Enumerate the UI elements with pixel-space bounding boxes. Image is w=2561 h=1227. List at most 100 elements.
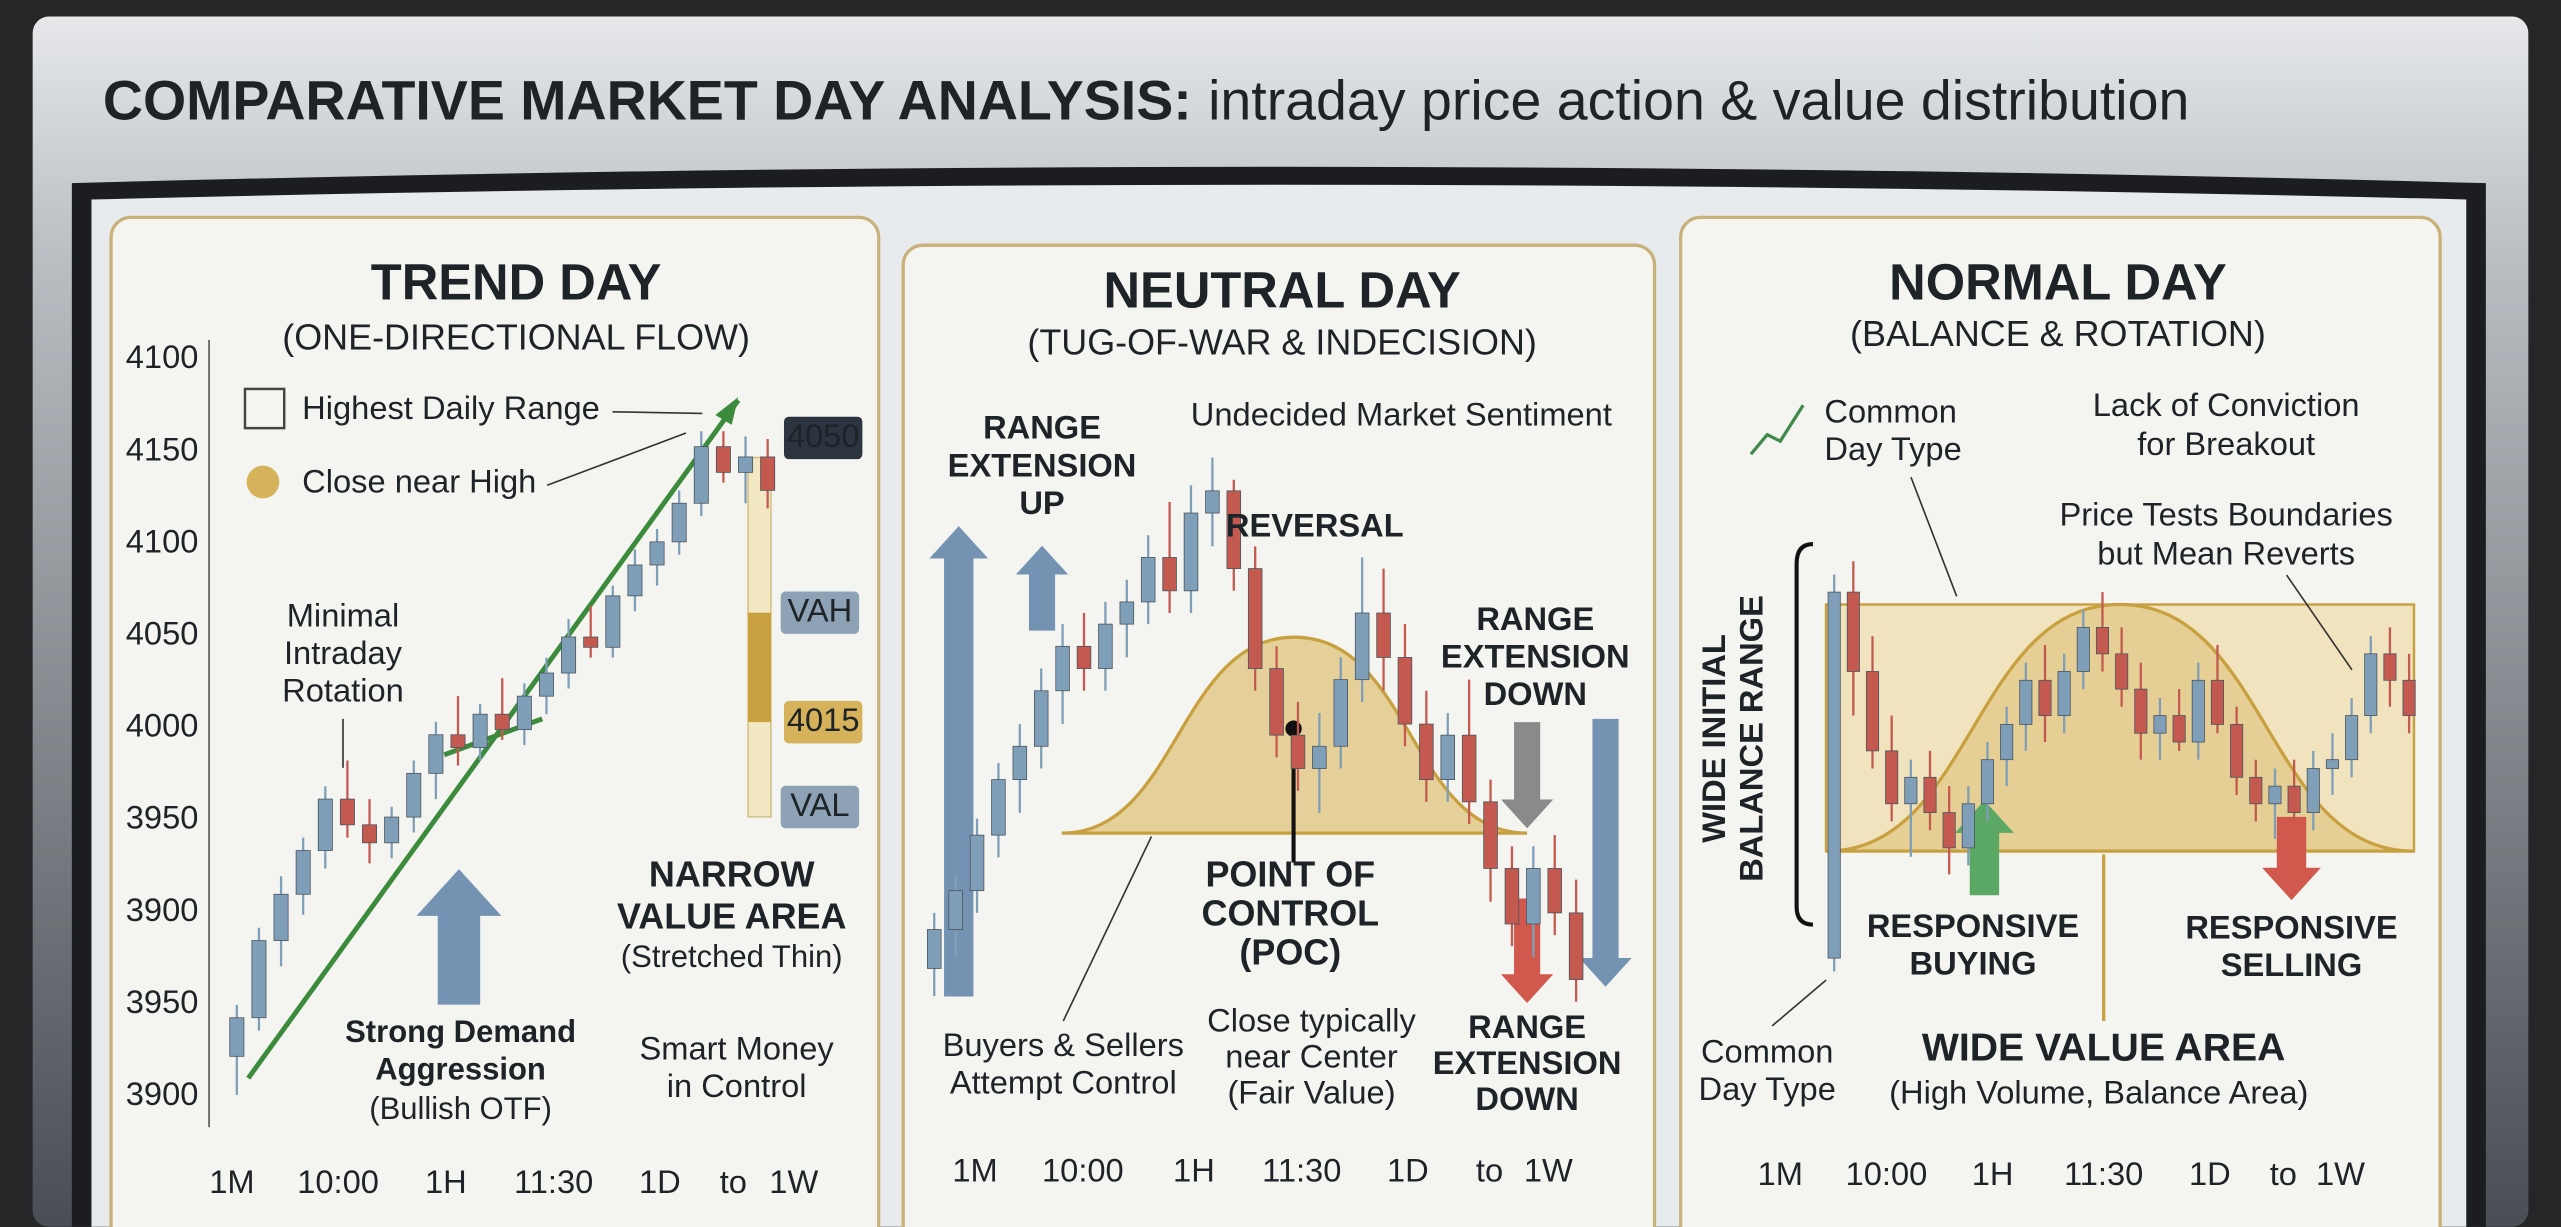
annotation-line: Day Type <box>1824 430 1961 467</box>
x-axis-label: 1D <box>1387 1152 1429 1189</box>
y-axis-label: 3950 <box>126 799 199 836</box>
candle-body <box>296 851 310 895</box>
annotation-line: Lack of Conviction <box>2093 386 2360 423</box>
x-axis-label: 11:30 <box>1262 1152 1341 1189</box>
candle-body <box>1013 746 1027 779</box>
annotation-line: Close near High <box>302 462 536 499</box>
candle-body <box>451 735 465 748</box>
candle-body <box>407 773 421 817</box>
annotation: REVERSAL <box>1226 506 1404 543</box>
candle-body <box>2345 716 2357 760</box>
candle-body <box>517 696 531 729</box>
annotation-line: WIDE INITIAL <box>1694 634 1731 843</box>
candle-body <box>473 714 487 747</box>
candle-body <box>1377 613 1391 657</box>
annotation: Undecided Market Sentiment <box>1191 395 1612 432</box>
x-axis-label: 1D <box>2189 1155 2231 1192</box>
candle-body <box>949 891 963 930</box>
annotation-line: RESPONSIVE <box>1867 907 2079 944</box>
annotation-line: EXTENSION <box>1441 637 1630 674</box>
candle-body <box>2039 680 2051 715</box>
annotation-line: Attempt Control <box>950 1063 1177 1100</box>
candle-body <box>1505 868 1519 924</box>
candle-body <box>970 835 984 891</box>
candle-body <box>1120 602 1134 624</box>
y-axis-label: 3900 <box>126 891 199 928</box>
x-axis-label: 1H <box>425 1163 467 1200</box>
annotation-line: Common <box>1701 1032 1833 1069</box>
panel-subtitle: (BALANCE & ROTATION) <box>1850 313 2266 354</box>
y-axis-label: 4000 <box>126 707 199 744</box>
candle-body <box>1313 746 1327 768</box>
x-axis-label: to <box>1476 1152 1503 1189</box>
candle-body <box>1943 813 1955 848</box>
annotation: VAH <box>788 591 853 628</box>
annotation-line: Rotation <box>282 671 404 708</box>
candle-body <box>2020 680 2032 724</box>
annotation-line: 4050 <box>787 417 860 454</box>
x-axis-label: 1M <box>1758 1155 1803 1192</box>
annotation-line: RESPONSIVE <box>2185 908 2397 945</box>
x-axis-label: 1M <box>952 1152 997 1189</box>
candle-body <box>2403 680 2415 715</box>
annotation-line: (High Volume, Balance Area) <box>1889 1073 2308 1110</box>
x-axis-label: 11:30 <box>2064 1155 2143 1192</box>
x-axis-label: 10:00 <box>297 1163 379 1200</box>
x-axis-label: 10:00 <box>1846 1155 1928 1192</box>
candle-body <box>1270 669 1284 736</box>
annotation: VAL <box>790 786 849 823</box>
candle-body <box>1548 868 1562 912</box>
annotation-line: Buyers & Sellers <box>943 1026 1184 1063</box>
candle-body <box>1828 592 1840 958</box>
candle-body <box>1526 868 1540 924</box>
x-axis-label: to <box>720 1163 747 1200</box>
annotation-line: (Bullish OTF) <box>369 1091 552 1126</box>
candle-body <box>252 941 266 1018</box>
candle-body <box>650 542 664 565</box>
annotation-line: DOWN <box>1475 1080 1578 1117</box>
annotation-line: Aggression <box>375 1052 546 1087</box>
candle-body <box>1141 557 1155 601</box>
candle-body <box>1569 913 1583 980</box>
candle-body <box>2001 724 2013 759</box>
candle-body <box>2288 786 2300 812</box>
annotation-line: Price Tests Boundaries <box>2059 495 2392 532</box>
value-area-core <box>748 613 771 722</box>
annotation: (Bullish OTF) <box>369 1091 552 1126</box>
candle-body <box>340 799 354 825</box>
panel-subtitle: (TUG-OF-WAR & INDECISION) <box>1027 321 1537 362</box>
annotation-line: DOWN <box>1484 675 1587 712</box>
annotation-line: CONTROL <box>1202 893 1380 934</box>
x-axis-label: 1W <box>1524 1152 1573 1189</box>
candle-body <box>2192 680 2204 742</box>
panel-title: TREND DAY <box>371 253 662 310</box>
candle-body <box>1398 657 1412 724</box>
x-axis-label: 11:30 <box>514 1163 593 1200</box>
candle-body <box>1184 513 1198 591</box>
candle-body <box>1866 671 1878 750</box>
candle-body <box>318 799 332 850</box>
candle-body <box>1291 735 1305 768</box>
annotation: Highest Daily Range <box>302 389 600 426</box>
annotation-line: VAH <box>788 591 853 628</box>
annotation-line: WIDE VALUE AREA <box>1922 1027 2286 1070</box>
poc-dot <box>1285 720 1301 736</box>
annotation-line: (POC) <box>1239 932 1341 973</box>
panel-subtitle: (ONE-DIRECTIONAL FLOW) <box>282 316 750 357</box>
annotation-line: for Breakout <box>2137 425 2315 462</box>
candle-body <box>2211 680 2223 724</box>
x-axis-label: 1W <box>2316 1155 2365 1192</box>
candle-body <box>1056 646 1070 690</box>
candle-body <box>2116 654 2128 689</box>
y-axis-label: 3900 <box>126 1075 199 1112</box>
annotation-line: RANGE <box>1468 1008 1586 1045</box>
annotation-line: EXTENSION <box>1433 1044 1622 1081</box>
x-axis-label: 1W <box>769 1163 818 1200</box>
candle-body <box>1924 777 1936 812</box>
candle-body <box>1962 804 1974 848</box>
candle-body <box>584 637 598 647</box>
annotation: Close typicallynear Center(Fair Value) <box>1207 1001 1416 1110</box>
y-axis-label: 4100 <box>126 522 199 559</box>
y-axis-label: 4050 <box>126 615 199 652</box>
infographic: COMPARATIVE MARKET DAY ANALYSIS:intraday… <box>0 0 2561 1227</box>
